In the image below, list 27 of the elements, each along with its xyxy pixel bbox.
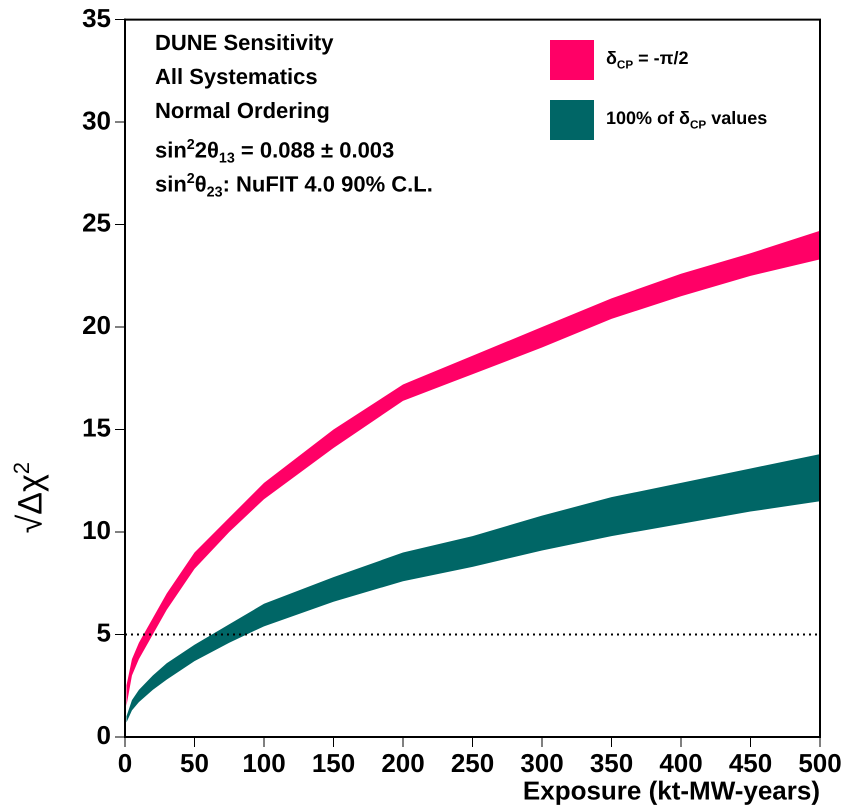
x-tick-label: 250 [450, 748, 494, 778]
legend-label: δ$_{CP}$ = -π/2 [606, 48, 688, 72]
y-tick-label: 10 [82, 515, 111, 546]
y-tick-label: 15 [82, 412, 111, 443]
x-tick-label: 350 [590, 748, 634, 778]
annotation: sin$^{2}$θ$_{23}$: NuFIT 4.0 90% C.L. [155, 171, 433, 201]
y-tick-label: 20 [82, 310, 111, 340]
x-tick-label: 0 [118, 748, 132, 778]
x-tick-label: 450 [728, 748, 772, 778]
x-tick-label: 300 [520, 748, 564, 778]
legend-label: 100% of δ$_{CP}$ values [606, 108, 768, 132]
y-tick-label: 25 [82, 208, 111, 238]
x-tick-label: 400 [659, 748, 703, 778]
y-tick-label: 30 [82, 105, 111, 136]
x-tick-label: 200 [381, 748, 425, 778]
x-tick-label: 50 [180, 748, 209, 778]
x-tick-label: 150 [312, 748, 356, 778]
x-axis-title: Exposure (kt-MW-years) [522, 776, 820, 806]
y-tick-label: 0 [96, 720, 111, 750]
x-tick-label: 500 [798, 748, 842, 778]
annotation: All Systematics [155, 63, 318, 91]
annotation: sin$^{2}$2θ$_{13}$ = 0.088 ± 0.003 [155, 137, 394, 167]
annotation: Normal Ordering [155, 97, 330, 125]
x-tick-label: 100 [242, 748, 286, 778]
annotation: DUNE Sensitivity [155, 29, 334, 57]
y-tick-label: 35 [82, 2, 111, 33]
y-tick-label: 5 [96, 618, 111, 648]
